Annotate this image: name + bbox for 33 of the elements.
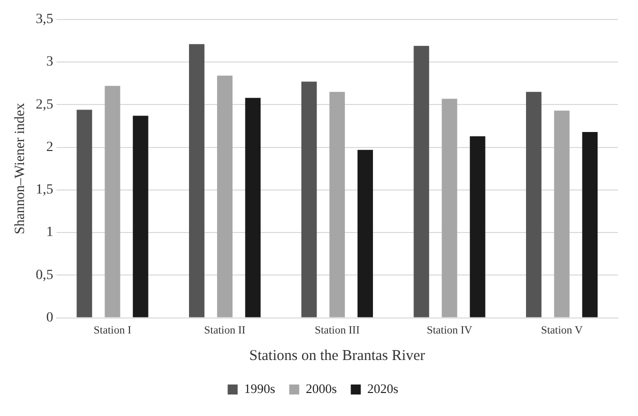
- x-tick-label: Station I: [94, 324, 132, 336]
- bar: [301, 82, 317, 318]
- legend-label: 2020s: [367, 380, 398, 396]
- bar: [132, 116, 148, 318]
- y-tick-label: 3,5: [36, 12, 54, 28]
- bar: [76, 110, 92, 318]
- bar: [358, 150, 373, 318]
- y-tick-label: 1: [46, 225, 54, 240]
- x-tick-label: Station IV: [426, 324, 472, 336]
- y-tick-label: 0: [46, 310, 54, 326]
- bar: [442, 98, 458, 318]
- bar: [554, 110, 570, 318]
- y-tick-label: 0,5: [36, 268, 54, 283]
- y-tick-label: 2,5: [36, 97, 54, 112]
- bar: [582, 132, 598, 318]
- bar: [470, 136, 486, 318]
- y-tick-label: 1,5: [36, 182, 54, 198]
- bar: [526, 92, 542, 318]
- x-tick-label: Station III: [314, 324, 360, 336]
- bar: [189, 44, 204, 318]
- x-tick-label: Station V: [540, 324, 583, 336]
- y-axis-title: Shannon–Wiener index: [13, 102, 28, 234]
- bar: [104, 86, 120, 318]
- legend-label: 1990s: [244, 380, 276, 396]
- x-tick-label: Station II: [204, 324, 246, 336]
- bar: [217, 76, 233, 318]
- bar: [329, 92, 345, 318]
- bar: [245, 98, 261, 318]
- bar: [414, 46, 430, 318]
- y-tick-label: 2: [46, 140, 54, 155]
- x-axis-title: Stations on the Brantas River: [249, 348, 426, 364]
- y-tick-label: 3: [46, 54, 54, 70]
- legend-label: 2000s: [306, 380, 337, 396]
